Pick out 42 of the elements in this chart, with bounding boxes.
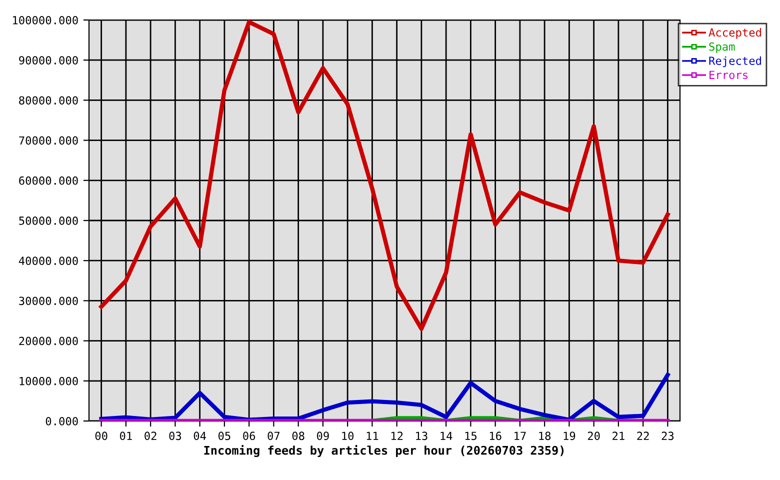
x-tick-label: 13 bbox=[416, 432, 428, 440]
y-tick-label: 60000.000 bbox=[19, 176, 78, 185]
x-tick-label: 22 bbox=[637, 432, 649, 440]
x-tick-label: 21 bbox=[612, 432, 624, 440]
line-series bbox=[99, 372, 670, 421]
legend-label: Spam bbox=[709, 42, 735, 53]
x-tick-label: 17 bbox=[514, 432, 526, 440]
x-tick-label: 10 bbox=[342, 432, 354, 440]
y-tick-label: 80000.000 bbox=[19, 96, 78, 105]
legend-label: Errors bbox=[710, 70, 748, 80]
legend-label: Rejected bbox=[709, 56, 761, 68]
x-tick-label: 12 bbox=[391, 432, 403, 440]
x-tick-label: 01 bbox=[120, 432, 132, 440]
legend-label: Accepted bbox=[708, 28, 761, 39]
y-tick-label: 90000.000 bbox=[19, 56, 78, 65]
x-tick-label: 08 bbox=[292, 432, 304, 440]
y-tick-label: 50000.000 bbox=[19, 216, 78, 225]
x-tick-label: 19 bbox=[564, 432, 576, 440]
x-tick-label: 11 bbox=[366, 432, 378, 440]
line-series bbox=[99, 20, 670, 331]
x-tick-label: 00 bbox=[95, 432, 108, 440]
y-tick-label: 70000.000 bbox=[19, 136, 78, 145]
y-tick-label: 20000.000 bbox=[19, 336, 78, 346]
x-tick-label: 15 bbox=[465, 432, 476, 440]
x-tick-label: 18 bbox=[539, 432, 551, 440]
y-tick-label: 100000.000 bbox=[13, 16, 78, 24]
x-tick-label: 03 bbox=[169, 432, 182, 440]
y-tick-label: 30000.000 bbox=[19, 296, 78, 306]
y-tick-label: 40000.000 bbox=[18, 256, 78, 266]
x-tick-label: 07 bbox=[268, 432, 280, 440]
x-tick-label: 20 bbox=[588, 432, 600, 440]
x-tick-label: 02 bbox=[144, 432, 156, 440]
y-tick-label: 10000.000 bbox=[20, 376, 78, 386]
x-tick-label: 09 bbox=[316, 432, 329, 440]
x-tick-label: 16 bbox=[490, 432, 502, 440]
x-tick-label: 05 bbox=[218, 432, 230, 440]
x-tick-label: 14 bbox=[440, 432, 452, 440]
x-tick-label: 06 bbox=[243, 432, 256, 440]
y-tick-label: 0.000 bbox=[46, 417, 78, 426]
x-tick-label: 23 bbox=[662, 432, 674, 440]
x-axis-title: Incoming feeds by articles per hour (20260703 2359) bbox=[204, 445, 564, 458]
x-tick-label: 04 bbox=[194, 432, 206, 440]
